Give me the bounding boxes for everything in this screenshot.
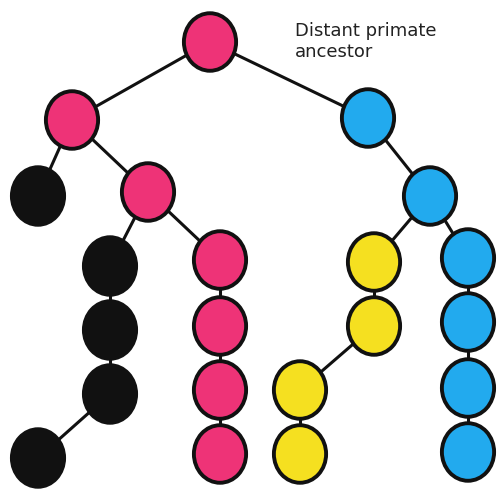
Ellipse shape bbox=[347, 297, 399, 355]
Ellipse shape bbox=[341, 89, 393, 147]
Ellipse shape bbox=[441, 359, 493, 417]
Ellipse shape bbox=[84, 301, 136, 359]
Ellipse shape bbox=[84, 237, 136, 295]
Ellipse shape bbox=[193, 425, 245, 483]
Ellipse shape bbox=[193, 231, 245, 289]
Ellipse shape bbox=[274, 425, 326, 483]
Ellipse shape bbox=[441, 423, 493, 481]
Text: Distant primate
ancestor: Distant primate ancestor bbox=[295, 22, 436, 61]
Ellipse shape bbox=[441, 293, 493, 351]
Ellipse shape bbox=[183, 13, 235, 71]
Ellipse shape bbox=[84, 365, 136, 423]
Ellipse shape bbox=[193, 361, 245, 419]
Ellipse shape bbox=[274, 361, 326, 419]
Ellipse shape bbox=[347, 233, 399, 291]
Ellipse shape bbox=[193, 297, 245, 355]
Ellipse shape bbox=[441, 229, 493, 287]
Ellipse shape bbox=[46, 91, 98, 149]
Ellipse shape bbox=[403, 167, 455, 225]
Ellipse shape bbox=[12, 429, 64, 487]
Ellipse shape bbox=[122, 163, 174, 221]
Ellipse shape bbox=[12, 167, 64, 225]
